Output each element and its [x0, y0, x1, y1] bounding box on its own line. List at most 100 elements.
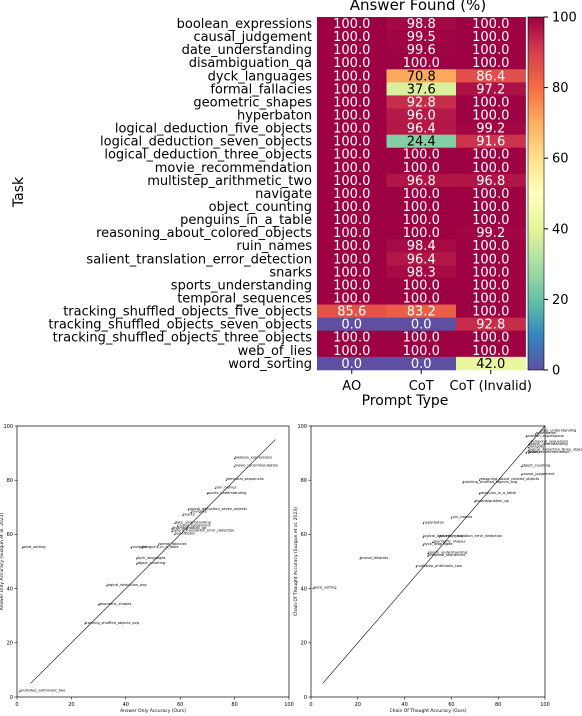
data-point: [478, 493, 481, 495]
heatmap-row-label: boolean_expressions: [177, 17, 313, 32]
heatmap-cell: [317, 356, 387, 371]
heatmap-colorbar: [528, 17, 544, 370]
data-point: [427, 552, 429, 555]
data-point-label: disambiguation_qa: [475, 499, 509, 503]
heatmap-cell-value: 100.0: [333, 82, 370, 97]
heatmap-cell-value: 100.0: [472, 278, 509, 293]
x-tick-label: 0: [15, 702, 18, 708]
heatmap-cell: [386, 226, 457, 240]
heatmap-cell-value: 96.0: [407, 109, 436, 124]
heatmap-cell-value: 100.0: [333, 17, 370, 32]
heatmap-row-label: tracking_shuffled_objects_three_objects: [53, 331, 313, 346]
data-point: [174, 533, 176, 536]
data-point-label: geometric_shapes: [433, 540, 466, 544]
heatmap-cell: [386, 69, 457, 83]
data-point-label: temporal_sequences: [226, 477, 263, 481]
heatmap-cell: [317, 147, 387, 162]
heatmap-row-label: logical_deduction_seven_objects: [100, 135, 312, 150]
heatmap-cell-value: 70.8: [407, 69, 436, 84]
data-point-label: boolean_expressions: [526, 434, 564, 438]
x-tick-label: 40: [401, 702, 407, 708]
data-point-label: hyperbaton: [423, 521, 444, 525]
heatmap-row-label: logical_deduction_five_objects: [115, 122, 312, 137]
heatmap-cell-value: 100.0: [333, 148, 370, 163]
heatmap-cell: [317, 317, 387, 332]
data-point: [422, 522, 425, 525]
heatmap-cell: [386, 265, 457, 279]
data-point: [174, 522, 176, 525]
heatmap-cell-value: 96.4: [407, 252, 436, 267]
data-point-label: tracking_shuffled_objects_avg: [463, 480, 517, 484]
heatmap-cell-value: 100.0: [472, 239, 509, 254]
data-point: [478, 479, 481, 481]
data-point-label: sports_understanding: [207, 491, 246, 495]
heatmap-cell-value: 99.2: [476, 122, 505, 137]
heatmap-cell-value: 100.0: [333, 43, 370, 58]
heatmap-cell: [456, 160, 526, 175]
heatmap-row-label: geometric_shapes: [193, 95, 312, 110]
heatmap-cell-value: 100.0: [472, 331, 509, 346]
data-point: [233, 457, 236, 460]
heatmap-cell-value: 100.0: [472, 17, 509, 32]
heatmap-cell-value: 96.4: [407, 122, 436, 137]
heatmap-cell-value: 92.8: [407, 95, 436, 110]
heatmap-cell: [456, 56, 526, 70]
heatmap-cell: [386, 82, 457, 96]
heatmap-cell-value: 100.0: [333, 161, 370, 176]
heatmap-cell-value: 100.0: [333, 226, 370, 241]
heatmap-y-axis-label: Task: [11, 176, 27, 208]
heatmap-cell-value: 96.8: [476, 174, 505, 189]
heatmap-cell-value: 98.3: [407, 265, 436, 280]
heatmap-row-label: temporal_sequences: [177, 292, 312, 307]
heatmap-row-label: tracking_shuffled_objects_seven_objects: [48, 318, 312, 333]
data-point-label: temporal_sequences: [531, 439, 568, 443]
heatmap-row-label: web_of_lies: [238, 344, 313, 359]
heatmap-cell-value: 100.0: [403, 148, 440, 163]
heatmap-cell: [317, 17, 387, 31]
data-point-label: object_counting: [137, 561, 166, 565]
heatmap-cell: [456, 108, 526, 122]
data-point: [106, 585, 108, 587]
heatmap-cell-value: 100.0: [333, 56, 370, 71]
heatmap-cell: [317, 278, 387, 292]
colorbar-tick-label: 0: [552, 364, 560, 379]
heatmap-row-label: formal_fallacies: [210, 82, 312, 97]
heatmap-cell: [456, 17, 526, 31]
heatmap-row-label: dyck_languages: [208, 69, 313, 84]
heatmap-cell-value: 100.0: [472, 56, 509, 71]
heatmap-cell-value: 100.0: [403, 226, 440, 241]
heatmap-cell: [317, 69, 387, 83]
data-point: [171, 528, 173, 530]
heatmap-cell-value: 100.0: [472, 109, 509, 124]
heatmap-cell-value: 0.0: [411, 318, 432, 333]
heatmap-cell: [456, 43, 526, 57]
data-point: [135, 563, 138, 565]
heatmap-cell: [317, 239, 387, 253]
data-point-label: logical_deduction_seven_objects: [188, 507, 247, 511]
heatmap-cell: [386, 317, 457, 332]
heatmap-cell-value: 86.4: [476, 69, 505, 84]
y-tick-label: 80: [7, 478, 13, 484]
heatmap-cell: [317, 199, 387, 214]
colorbar-outline: [527, 16, 545, 371]
heatmap-row-label: sports_understanding: [171, 278, 312, 293]
heatmap-cell: [317, 56, 387, 70]
heatmap-cell-value: 100.0: [333, 95, 370, 110]
heatmap-cell: [317, 252, 387, 266]
heatmap-cell-value: 100.0: [403, 213, 440, 228]
heatmap-cell-value: 100.0: [403, 161, 440, 176]
y-tick-label: 20: [301, 641, 307, 647]
heatmap-cell-value: 100.0: [333, 69, 370, 84]
heatmap-cell: [386, 199, 457, 214]
heatmap-cell: [456, 173, 526, 188]
heatmap-cell-value: 100.0: [333, 122, 370, 137]
heatmap-cell: [317, 265, 387, 279]
heatmap-cell-value: 100.0: [333, 109, 370, 124]
data-point: [21, 547, 24, 549]
heatmap-chart: Answer Found (%) Task Prompt Type 100.0 9…: [11, 0, 577, 409]
x-axis-label: Chain Of Thought Accuracy (Ours): [389, 708, 466, 714]
data-point-label: penguins_in_a_table: [142, 545, 179, 549]
heatmap-cell-value: 100.0: [472, 43, 509, 58]
data-point-label: ruin_names: [216, 485, 237, 489]
heatmap-cell: [317, 30, 387, 44]
